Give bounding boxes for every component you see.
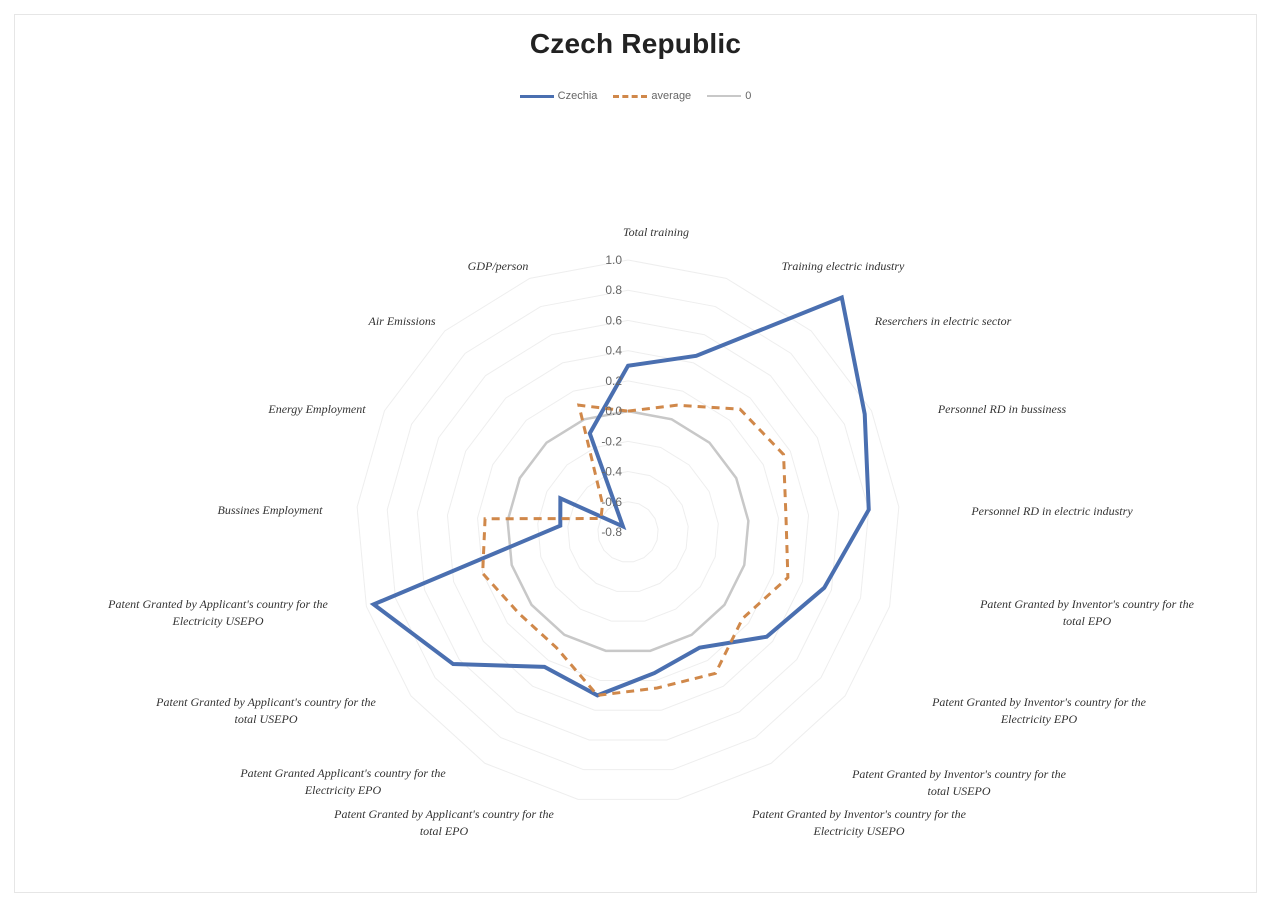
grid-ring-4 [477,380,779,682]
legend: Czechia average 0 [0,90,1271,102]
category-label: Total training [623,225,689,239]
legend-label-czechia: Czechia [557,90,598,102]
legend-swatch-average [613,94,648,98]
grid-ring-7 [567,471,689,592]
tick-label: 1.0 [605,253,622,267]
category-label: Patent Granted by Applicant's country fo… [107,597,328,628]
tick-label: 0.4 [605,344,622,358]
category-label: Patent Granted by Inventor's country for… [851,767,1067,798]
category-label: Bussines Employment [218,503,324,517]
legend-label-average: average [651,90,692,102]
category-label: Reserchers in electric sector [874,314,1012,328]
series-line-average [481,403,790,697]
grid-ring-3 [446,350,810,711]
category-label: Patent Granted by Inventor's country for… [979,597,1195,628]
tick-label: -0.8 [601,525,622,539]
tick-label: 0.2 [605,374,622,388]
tick-label: 0.0 [605,404,622,418]
category-label: Patent Granted by Inventor's country for… [931,695,1147,726]
legend-label-zero: 0 [745,90,752,102]
chart-frame [14,14,1257,893]
tick-label: -0.6 [601,495,622,509]
category-label: Patent Granted by Applicant's country fo… [155,695,376,726]
legend-item-average: average [613,90,691,102]
series-line-czechia [369,294,871,698]
grid-ring-1 [386,289,870,771]
tick-label: 0.8 [605,283,622,297]
category-label: Patent Granted Applicant's country for t… [239,766,446,797]
category-label: Training electric industry [782,259,905,273]
legend-swatch-czechia [519,94,554,98]
legend-item-zero: 0 [707,90,751,102]
chart-title: Czech Republic [529,28,742,59]
grid-ring-6 [537,440,719,622]
category-label: Patent Granted by Applicant's country fo… [333,807,554,838]
category-label: Personnel RD in electric industry [970,504,1133,518]
category-label: GDP/person [468,259,529,273]
tick-label: -0.4 [601,465,622,479]
series-line-0 [506,409,750,653]
category-label: Energy Employment [267,402,366,416]
tick-label: -0.2 [601,434,622,448]
tick-label: 0.6 [605,313,622,327]
legend-item-czechia: Czechia [519,90,598,102]
category-label: Air Emissions [367,314,435,328]
category-label: Patent Granted by Inventor's country for… [751,807,967,838]
legend-swatch-zero [707,95,742,97]
category-label: Personnel RD in bussiness [937,402,1067,416]
grid-ring-2 [416,319,840,741]
grid-ring-0 [356,259,900,800]
